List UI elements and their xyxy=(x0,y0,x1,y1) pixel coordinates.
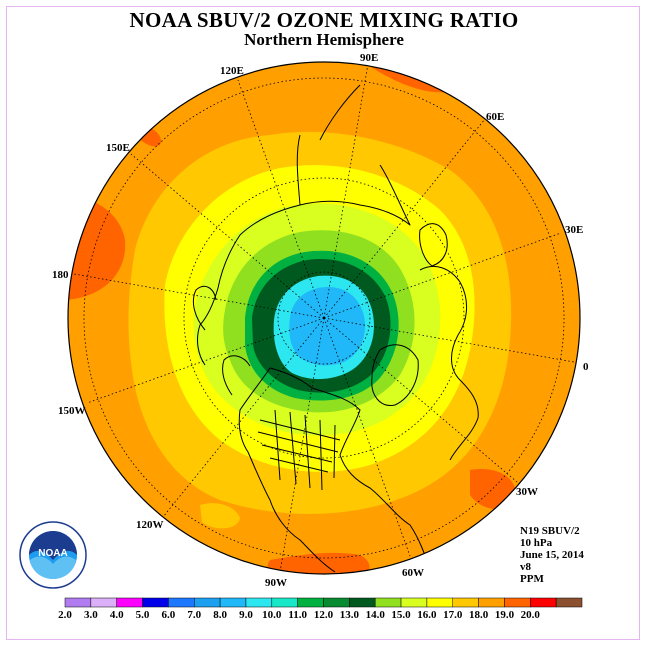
legend-tick-label: 13.0 xyxy=(340,609,360,621)
legend-tick-label: 20.0 xyxy=(521,609,541,621)
info-satellite: N19 SBUV/2 xyxy=(520,525,580,537)
legend-swatch xyxy=(504,597,531,608)
noaa-logo: NOAA xyxy=(19,521,87,589)
coastlines xyxy=(192,84,506,573)
lat-circle-60n xyxy=(183,177,465,459)
lon-label-90w: 90W xyxy=(265,577,287,589)
legend-tick-label: 2.0 xyxy=(58,609,72,621)
lon-label-60e: 60E xyxy=(486,111,504,123)
info-date: June 15, 2014 xyxy=(520,549,584,561)
color-legend: 2.0 3.0 4.0 5.0 6.0 7.0 8.0 9.0 10.0 11.0 12.0 13.0… xyxy=(58,597,583,621)
map-title: NOAA SBUV/2 OZONE MIXING RATIO xyxy=(129,8,519,32)
lon-label-180: 180 xyxy=(52,269,69,281)
legend-swatch xyxy=(142,597,169,608)
lon-label-90e: 90E xyxy=(360,52,378,64)
lon-label-120e: 120E xyxy=(220,65,244,77)
patch-amber-south xyxy=(200,503,240,529)
legend-swatch xyxy=(374,597,402,608)
lon-label-30w: 30W xyxy=(516,486,538,498)
lon-label-150e: 150E xyxy=(106,142,130,154)
ozone-field xyxy=(68,62,580,574)
coast-scandinavia xyxy=(419,223,448,267)
graticule xyxy=(73,63,575,573)
legend-tick-label: 11.0 xyxy=(288,609,307,621)
meridian-90w xyxy=(279,317,325,573)
lat-circle-80n xyxy=(277,271,371,365)
legend-swatch xyxy=(90,597,117,608)
legend-tick-label: 5.0 xyxy=(136,609,150,621)
legend-swatch xyxy=(194,597,221,608)
legend-tick-label: 19.0 xyxy=(495,609,515,621)
legend-tick-label: 17.0 xyxy=(443,609,463,621)
meridian-90e xyxy=(323,63,369,319)
legend-swatch xyxy=(271,597,298,608)
logo-text: NOAA xyxy=(38,548,67,559)
legend-swatch xyxy=(116,597,143,608)
legend-swatch xyxy=(452,597,479,608)
lon-label-150w: 150W xyxy=(58,405,86,417)
legend-swatch xyxy=(478,597,505,608)
legend-swatch xyxy=(219,597,247,608)
legend-tick-label: 9.0 xyxy=(239,609,253,621)
info-block: N19 SBUV/2 10 hPa June 15, 2014 v8 PPM xyxy=(520,525,584,585)
legend-swatch xyxy=(426,597,453,608)
legend-tick-label: 3.0 xyxy=(84,609,98,621)
map-subtitle: Northern Hemisphere xyxy=(244,30,404,49)
image-frame xyxy=(6,6,640,640)
legend-tick-label: 4.0 xyxy=(110,609,124,621)
legend-tick-label: 7.0 xyxy=(187,609,201,621)
patch-dark-orange-south xyxy=(267,552,370,574)
hemisphere-border xyxy=(67,61,581,575)
legend-swatch xyxy=(245,597,273,608)
legend-tick-label: 10.0 xyxy=(262,609,282,621)
info-units: PPM xyxy=(520,573,544,585)
legend-swatch xyxy=(555,597,583,608)
legend-tick-label: 8.0 xyxy=(213,609,227,621)
legend-swatch xyxy=(323,597,350,608)
legend-tick-label: 16.0 xyxy=(417,609,437,621)
info-version: v8 xyxy=(520,561,531,573)
legend-tick-label: 12.0 xyxy=(314,609,334,621)
coast-greenland xyxy=(371,344,419,406)
meridian-120w xyxy=(162,317,325,518)
lon-label-0: 0 xyxy=(583,361,589,373)
legend-swatch xyxy=(64,597,92,608)
patch-dark-orange-sw xyxy=(68,410,91,485)
coast-alaska xyxy=(222,355,251,396)
legend-swatch xyxy=(168,597,195,608)
lat-circle-40n xyxy=(83,77,565,559)
coast-europe xyxy=(419,266,479,461)
coast-kamchatka xyxy=(192,285,217,331)
legend-tick-label: 15.0 xyxy=(391,609,411,621)
legend-tick-label: 14.0 xyxy=(366,609,386,621)
meridian-60e xyxy=(323,118,486,319)
us-state-grid xyxy=(257,409,341,491)
legend-tick-label: 6.0 xyxy=(162,609,176,621)
lon-label-120w: 120W xyxy=(136,519,164,531)
lon-label-30e: 30E xyxy=(565,224,583,236)
legend-tick-label: 18.0 xyxy=(469,609,489,621)
lon-label-60w: 60W xyxy=(402,567,424,579)
legend-swatch xyxy=(349,597,376,608)
info-pressure: 10 hPa xyxy=(520,537,553,549)
coast-north-america xyxy=(238,367,431,573)
legend-swatch xyxy=(400,597,428,608)
legend-swatch xyxy=(297,597,324,608)
legend-swatch xyxy=(530,597,557,608)
coast-asia xyxy=(197,84,411,366)
